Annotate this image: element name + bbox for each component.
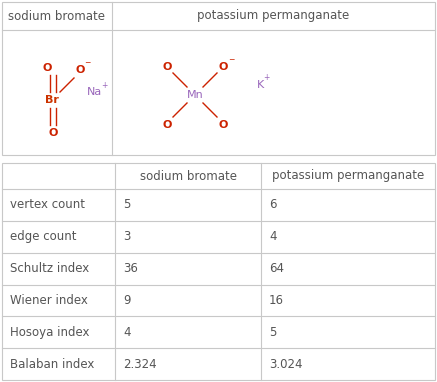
Text: 3.024: 3.024 (269, 358, 302, 371)
Text: 2.324: 2.324 (123, 358, 156, 371)
Text: O: O (218, 120, 228, 130)
Text: 9: 9 (123, 294, 131, 307)
Text: sodium bromate: sodium bromate (8, 10, 105, 23)
Text: −: − (228, 55, 234, 65)
Text: +: + (101, 81, 107, 89)
Text: potassium permanganate: potassium permanganate (272, 170, 424, 183)
Text: 6: 6 (269, 198, 277, 211)
Text: sodium bromate: sodium bromate (139, 170, 236, 183)
Bar (2, 163, 435, 380)
Text: Na: Na (87, 87, 102, 97)
Text: Mn: Mn (187, 90, 203, 100)
Text: O: O (42, 63, 52, 73)
Text: 16: 16 (269, 294, 284, 307)
Text: O: O (49, 128, 58, 138)
Text: potassium permanganate: potassium permanganate (198, 10, 350, 23)
Text: vertex count: vertex count (10, 198, 85, 211)
Text: Balaban index: Balaban index (10, 358, 94, 371)
Text: 5: 5 (269, 326, 276, 339)
Text: O: O (162, 120, 172, 130)
Text: Wiener index: Wiener index (10, 294, 88, 307)
Text: 64: 64 (269, 262, 284, 275)
Text: Schultz index: Schultz index (10, 262, 89, 275)
Text: O: O (75, 65, 85, 75)
Text: 36: 36 (123, 262, 138, 275)
Text: O: O (218, 62, 228, 72)
Text: K: K (257, 80, 264, 90)
Text: 4: 4 (269, 230, 277, 243)
Text: 3: 3 (123, 230, 130, 243)
Text: 5: 5 (123, 198, 130, 211)
Text: 4: 4 (123, 326, 131, 339)
Bar (2, 2, 435, 155)
Text: edge count: edge count (10, 230, 76, 243)
Text: O: O (162, 62, 172, 72)
Text: +: + (263, 73, 269, 83)
Text: Br: Br (45, 95, 59, 105)
Text: Hosoya index: Hosoya index (10, 326, 90, 339)
Text: −: − (84, 58, 90, 68)
